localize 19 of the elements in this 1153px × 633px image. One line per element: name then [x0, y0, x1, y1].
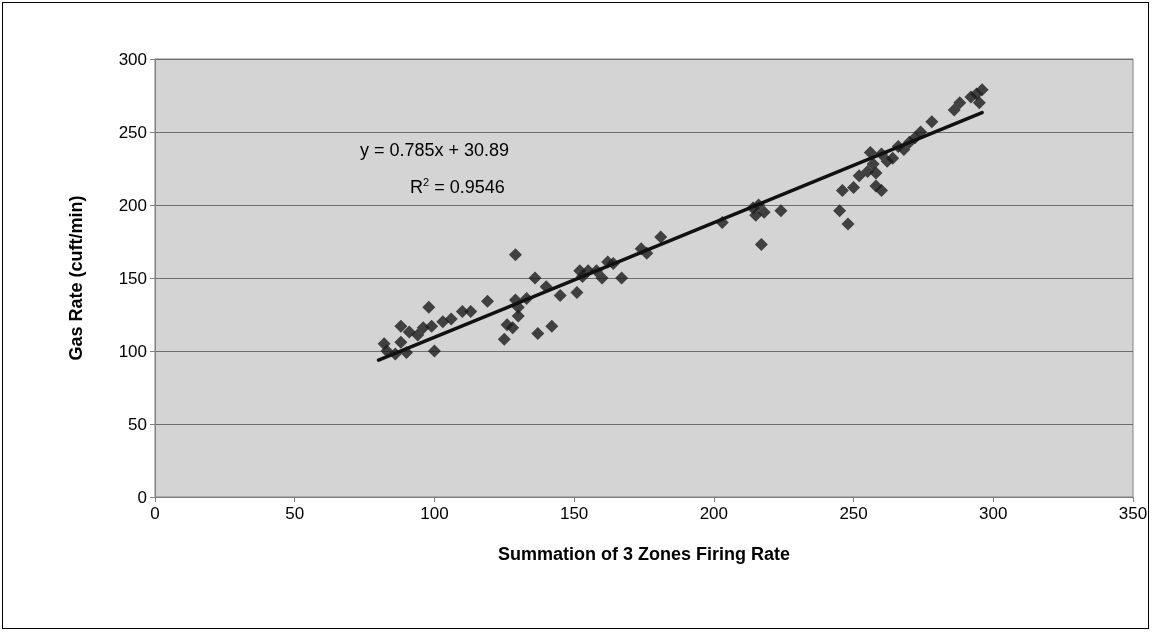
y-tick-label: 0 [137, 487, 147, 507]
x-tick-label: 300 [979, 504, 1008, 523]
y-tick-label: 100 [118, 341, 147, 361]
y-tick-label: 300 [118, 49, 147, 69]
x-tick-label: 200 [699, 504, 729, 523]
x-axis-title: Summation of 3 Zones Firing Rate [497, 544, 791, 564]
y-axis-title: Gas Rate (cuft/min) [66, 195, 86, 361]
y-tick-label: 200 [118, 195, 147, 215]
x-tick-label: 0 [150, 504, 160, 523]
annotation: y = 0.785x + 30.89 [360, 140, 510, 161]
annotation: R$^{2}$ = 0.9546 [410, 176, 505, 198]
x-tick-label: 50 [285, 504, 305, 523]
x-tick-label: 250 [839, 504, 868, 523]
y-tick-label: 250 [118, 122, 147, 142]
y-tick-label: 150 [118, 268, 147, 288]
y-tick-label: 50 [128, 414, 147, 434]
x-tick-label: 350 [1118, 504, 1148, 523]
x-tick-label: 100 [420, 504, 449, 523]
x-tick-label: 150 [559, 504, 589, 523]
